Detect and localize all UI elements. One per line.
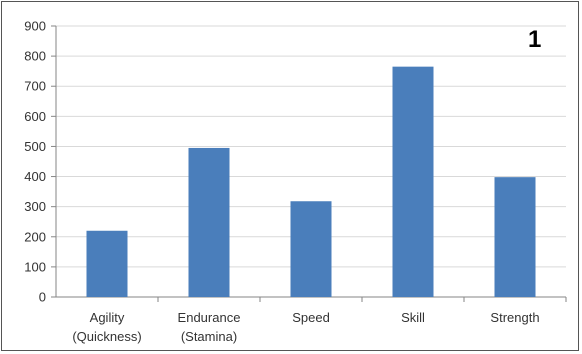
x-category-label: Agility — [90, 310, 125, 325]
y-tick-label: 100 — [24, 259, 46, 274]
x-category-label: (Quickness) — [72, 329, 141, 344]
x-category-label: Speed — [292, 310, 330, 325]
y-tick-label: 800 — [24, 49, 46, 64]
bar — [188, 147, 230, 297]
bar — [392, 66, 434, 298]
y-tick-label: 500 — [24, 139, 46, 154]
y-tick-label: 0 — [39, 290, 46, 305]
x-category-label: Endurance — [178, 310, 241, 325]
bar — [494, 177, 536, 297]
y-tick-label: 600 — [24, 109, 46, 124]
x-axis-labels: Agility (Quickness) Endurance (Stamina) Spee… — [72, 297, 567, 344]
x-category-label: (Stamina) — [181, 329, 237, 344]
x-category-label: Skill — [401, 310, 425, 325]
x-category-label: Strength — [490, 310, 539, 325]
y-axis-ticks: 0 100 200 300 400 500 600 700 800 900 — [24, 19, 56, 305]
bars — [86, 66, 536, 298]
panel-label: 1 — [528, 26, 541, 53]
y-tick-label: 900 — [24, 19, 46, 34]
bar — [86, 230, 128, 297]
y-tick-label: 400 — [24, 169, 46, 184]
bar — [290, 201, 332, 297]
gridlines — [55, 25, 566, 298]
y-tick-label: 700 — [24, 79, 46, 94]
y-tick-label: 300 — [24, 199, 46, 214]
y-tick-label: 200 — [24, 229, 46, 244]
